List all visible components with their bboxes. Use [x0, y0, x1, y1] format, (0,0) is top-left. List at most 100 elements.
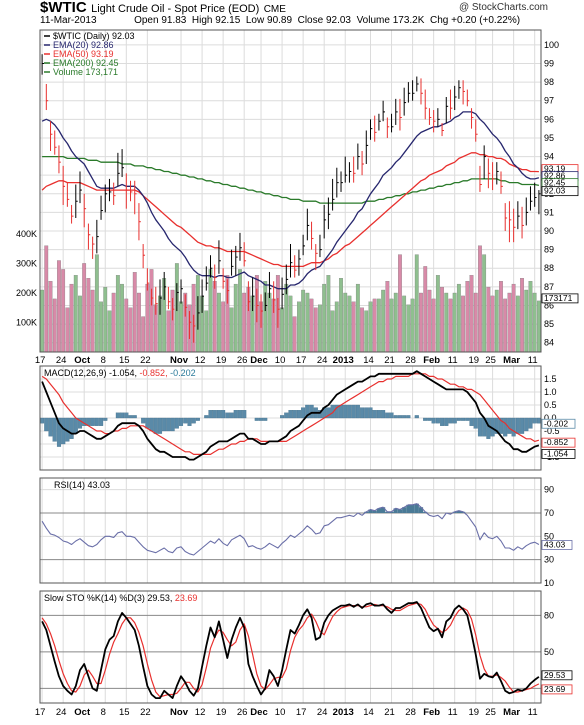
rsi-right-label: 43.03: [544, 539, 566, 549]
open-label: Open: [134, 15, 159, 26]
x-tick-label: 12: [195, 355, 206, 366]
x-tick-label-bottom: Feb: [423, 707, 440, 718]
macd-histogram-bar: [351, 404, 356, 419]
legend-ema200: EMA(200) 92.45: [53, 58, 119, 68]
macd-histogram-bar: [494, 417, 499, 434]
chart-title-row: $WTIC Light Crude Oil - Spot Price (EOD)…: [40, 0, 286, 16]
macd-histogram-bar: [406, 415, 411, 419]
macd-histogram-bar: [195, 417, 200, 421]
macd-histogram-bar: [402, 415, 407, 419]
macd-histogram-bar: [191, 417, 196, 424]
chart-instrument-name: Light Crude Oil - Spot Price (EOD): [91, 3, 260, 15]
right-value-box: [541, 186, 579, 197]
rsi-tick-label: 30: [544, 555, 554, 565]
macd-histogram-bar: [528, 417, 533, 429]
price-tick-label: 85: [544, 319, 554, 329]
macd-histogram-bar: [73, 417, 78, 434]
volume-bar: [507, 292, 512, 353]
volume-bar: [229, 307, 234, 353]
macd-histogram-bar: [452, 417, 457, 424]
macd-histogram-bar: [385, 412, 390, 419]
stoch-right-label: 23.69: [544, 684, 566, 694]
price-tick-label: 91: [544, 207, 554, 217]
macd-histogram-bar: [280, 415, 285, 419]
macd-histogram-bar: [77, 417, 83, 429]
x-tick-label-bottom: 2013: [333, 707, 354, 718]
copyright[interactable]: @ StockCharts.com: [458, 2, 548, 13]
macd-histogram-bar: [305, 404, 310, 419]
macd-histogram-bar: [170, 417, 175, 432]
macd-histogram-bar: [99, 417, 104, 426]
macd-histogram-bar: [469, 417, 474, 426]
x-tick-label-bottom: 8: [101, 707, 106, 718]
price-panel: 84858687888990919293949596979899100100K2…: [16, 30, 579, 366]
price-tick-label: 99: [544, 59, 554, 69]
volume-bar: [393, 292, 398, 353]
x-tick-label: Oct: [74, 355, 91, 366]
macd-histogram-bar: [520, 417, 525, 434]
macd-histogram-bar: [254, 417, 259, 421]
macd-right-box: [541, 418, 576, 429]
macd-histogram-bar: [427, 417, 432, 421]
volume-bar: [124, 298, 129, 353]
volume-bar: [57, 260, 61, 353]
right-value-label: 93.19: [544, 164, 566, 174]
x-tick-label-bottom: 28: [405, 707, 416, 718]
x-tick-label: 21: [384, 355, 395, 366]
x-tick-label: 8: [101, 355, 106, 366]
x-tick-label-bottom: 19: [216, 707, 227, 718]
volume-bar: [376, 298, 381, 353]
volume-bar: [313, 307, 318, 353]
volume-bar: [166, 310, 171, 353]
price-tick-label: 96: [544, 114, 554, 124]
macd-histogram-bar: [414, 415, 419, 419]
volume-bar: [305, 292, 310, 353]
macd-histogram-bar: [48, 417, 53, 437]
chg-value: +0.20 (+0.22%): [451, 15, 521, 26]
volume-bar: [360, 307, 364, 353]
x-tick-label-bottom: 12: [195, 707, 206, 718]
macd-histogram-bar: [141, 417, 146, 424]
rsi-overbought-fill: [456, 510, 461, 513]
macd-histogram-bar: [162, 417, 167, 432]
volume-bar: [297, 301, 301, 353]
x-tick-label: 22: [140, 355, 151, 366]
open-value: 91.83: [161, 15, 187, 26]
macd-histogram-bar: [212, 410, 217, 419]
volume-bar: [103, 286, 108, 353]
price-tick-label: 98: [544, 77, 554, 87]
macd-histogram-bar: [90, 417, 95, 426]
volume-bar: [482, 254, 487, 353]
volume-bar: [368, 301, 373, 353]
rsi-overbought-fill: [389, 511, 394, 513]
macd-histogram-bar: [360, 407, 365, 419]
volume-tick-label: 200K: [16, 288, 37, 298]
macd-histogram-bar: [381, 410, 386, 419]
volume-bar: [301, 289, 306, 353]
volume-bar: [473, 292, 478, 353]
macd-histogram-bar: [52, 417, 57, 442]
volume-bar: [410, 298, 415, 353]
volume-bar: [351, 301, 356, 353]
rsi-right-box: [541, 540, 573, 550]
x-tick-label-bottom: 21: [384, 707, 395, 718]
rsi-overbought-fill: [376, 508, 381, 513]
x-tick-label: 15: [119, 355, 130, 366]
macd-histogram-bar: [397, 415, 403, 419]
macd-tick-label: -0.5: [544, 426, 560, 436]
volume-bar: [179, 301, 183, 353]
stoch-frame: [39, 590, 542, 704]
x-tick-label: 25: [485, 355, 496, 366]
x-tick-label-bottom: Dec: [250, 707, 267, 718]
macd-histogram-bar: [364, 407, 369, 419]
macd-label: MACD(12,26,9) -1.054, -0.852, -0.202: [44, 368, 196, 378]
volume-bar: [267, 292, 272, 353]
right-value-label: 92.86: [544, 171, 566, 181]
right-value-box: [541, 293, 579, 304]
x-tick-label: 24: [317, 355, 328, 366]
low-label: Low: [245, 15, 265, 26]
volume-bar: [503, 298, 508, 353]
close-label: Close: [297, 15, 324, 26]
volume-bar: [212, 281, 217, 353]
